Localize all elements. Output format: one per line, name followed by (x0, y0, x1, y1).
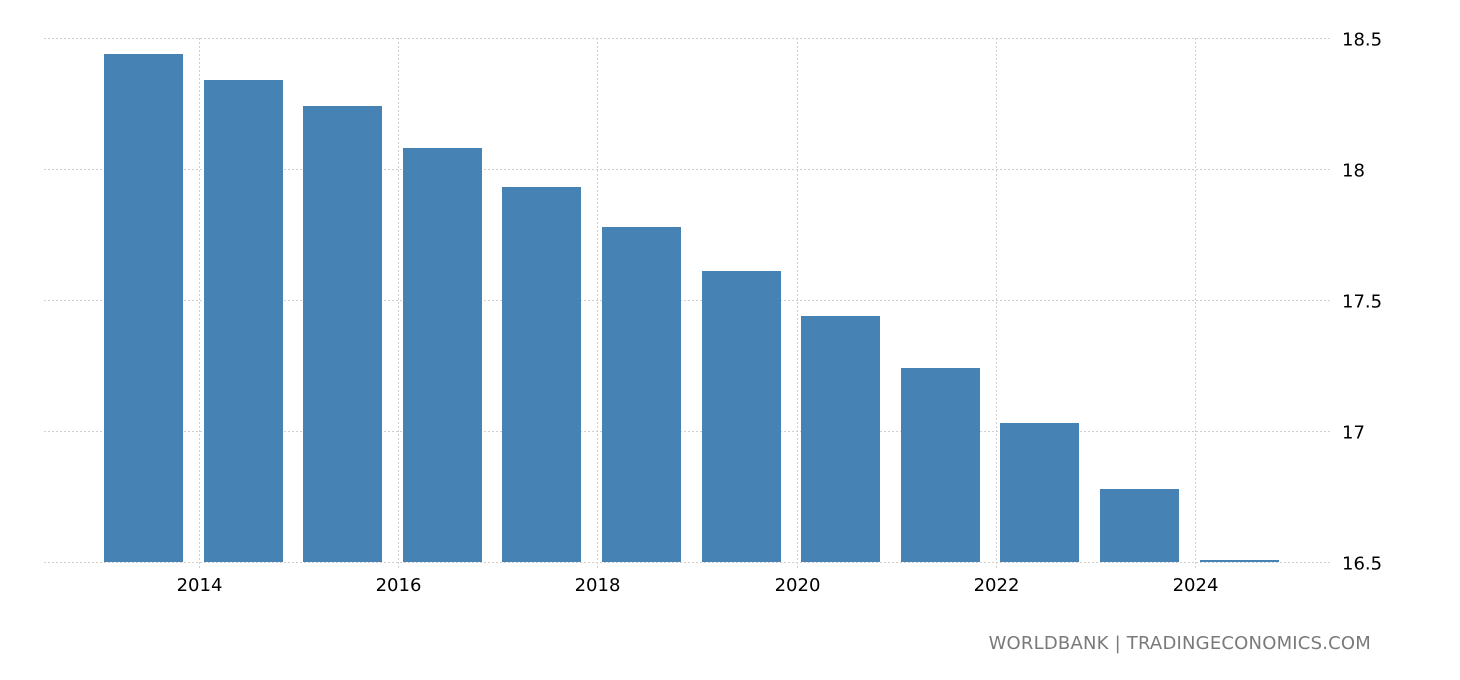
y-tick-label: 17.5 (1342, 292, 1382, 313)
bar-2014 (104, 54, 183, 562)
grid-lines (44, 38, 1330, 570)
x-tick-label: 2024 (1173, 575, 1219, 596)
x-tick-label: 2016 (376, 575, 422, 596)
bar-2024 (1100, 489, 1179, 562)
bar-2018 (502, 187, 581, 562)
x-tick-label: 2018 (575, 575, 621, 596)
bar-2019 (602, 227, 681, 562)
bar-2017 (403, 148, 482, 562)
bar-2015 (204, 80, 283, 562)
bar-2025 (1200, 560, 1279, 562)
y-tick-label: 18 (1342, 161, 1365, 182)
y-tick-label: 17 (1342, 423, 1365, 444)
bar-2023 (1000, 423, 1079, 562)
x-axis: 2014 2016 2018 2020 2022 2024 (177, 575, 1219, 596)
x-tick-label: 2020 (775, 575, 821, 596)
x-tick-label: 2014 (177, 575, 223, 596)
bar-2022 (901, 368, 980, 562)
bar-2021 (801, 316, 880, 562)
bar-2016 (303, 106, 382, 562)
y-axis: 16.5 17 17.5 18 18.5 (1342, 30, 1382, 575)
bar-2020 (702, 271, 781, 562)
source-credit: WORLDBANK | TRADINGECONOMICS.COM (988, 633, 1371, 654)
y-tick-label: 16.5 (1342, 554, 1382, 575)
y-tick-label: 18.5 (1342, 30, 1382, 51)
x-tick-label: 2022 (974, 575, 1020, 596)
bars (104, 54, 1279, 562)
